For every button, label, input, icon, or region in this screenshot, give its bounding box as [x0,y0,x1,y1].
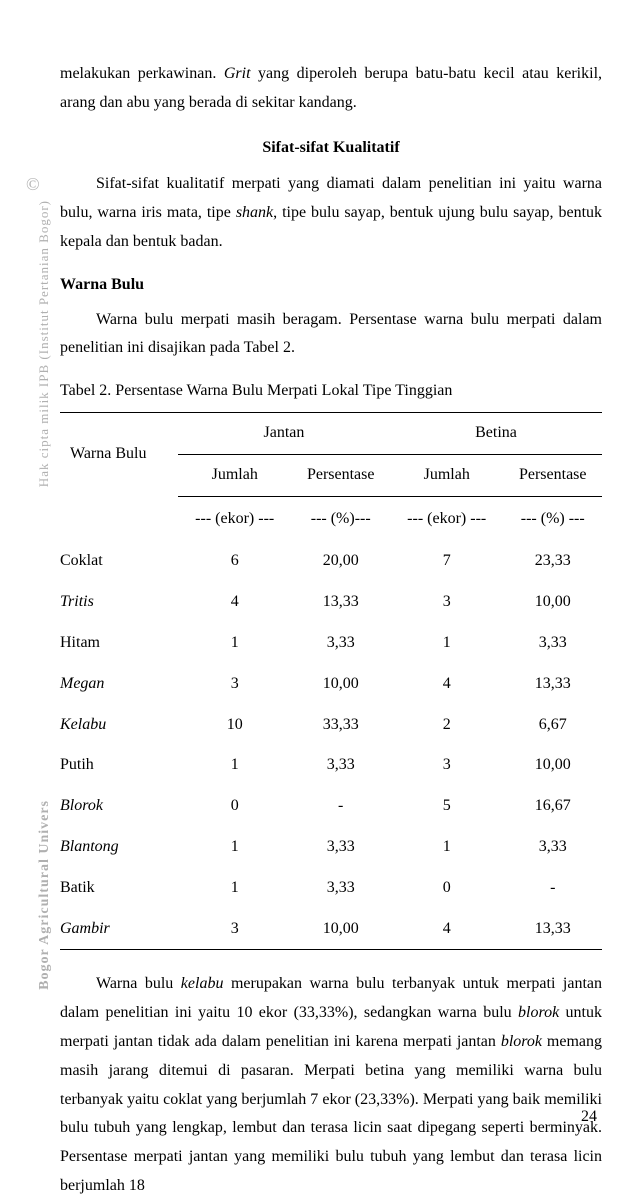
row-name: Hitam [60,623,178,664]
row-bn: 1 [390,827,504,868]
row-jn: 3 [178,909,292,950]
watermark-text-1: Hak cipta milik IPB (Institut Pertanian … [32,200,55,487]
row-jn: 10 [178,705,292,746]
row-jp: 3,33 [291,623,389,664]
row-jn: 1 [178,827,292,868]
p4-italic1: kelabu [181,975,224,992]
row-name: Megan [60,664,178,705]
row-bn: 3 [390,582,504,623]
row-bn: 5 [390,786,504,827]
table-row: Megan 3 10,00 4 13,33 [60,664,602,705]
row-jp: 33,33 [291,705,389,746]
col-betina-jumlah: Jumlah [390,454,504,496]
row-name: Batik [60,868,178,909]
row-jn: 4 [178,582,292,623]
data-table: Warna Bulu Jantan Betina Jumlah Persenta… [60,412,602,950]
row-jp: 3,33 [291,868,389,909]
row-name: Coklat [60,541,178,582]
row-bp: 23,33 [503,541,602,582]
paragraph-1: melakukan perkawinan. Grit yang diperole… [60,60,602,118]
p4-4: memang masih jarang ditemui di pasaran. … [60,1033,602,1194]
row-bp: 3,33 [503,827,602,868]
p4-italic3: blorok [501,1033,542,1050]
row-jn: 1 [178,745,292,786]
row-bp: 10,00 [503,745,602,786]
section-title: Sifat-sifat Kualitatif [60,134,602,163]
table-row: Kelabu 10 33,33 2 6,67 [60,705,602,746]
table-row: Blorok 0 - 5 16,67 [60,786,602,827]
paragraph-3: Warna bulu merpati masih beragam. Persen… [60,306,602,364]
unit-betina-jumlah: --- (ekor) --- [390,496,504,541]
row-name: Blantong [60,827,178,868]
row-jp: - [291,786,389,827]
row-name: Putih [60,745,178,786]
row-jp: 20,00 [291,541,389,582]
p2-italic: shank [236,204,273,221]
table-row: Hitam 1 3,33 1 3,33 [60,623,602,664]
row-bn: 4 [390,664,504,705]
row-jp: 10,00 [291,664,389,705]
unit-jantan-jumlah: --- (ekor) --- [178,496,292,541]
row-bp: - [503,868,602,909]
row-bn: 3 [390,745,504,786]
col-jantan-persentase: Persentase [291,454,389,496]
row-bn: 7 [390,541,504,582]
row-bp: 13,33 [503,909,602,950]
row-bp: 10,00 [503,582,602,623]
table-row: Coklat 6 20,00 7 23,33 [60,541,602,582]
row-bp: 6,67 [503,705,602,746]
row-jn: 0 [178,786,292,827]
row-bn: 4 [390,909,504,950]
p1-italic: Grit [224,65,251,82]
row-bp: 16,67 [503,786,602,827]
paragraph-2: Sifat-sifat kualitatif merpati yang diam… [60,170,602,256]
row-jn: 1 [178,623,292,664]
row-bp: 3,33 [503,623,602,664]
col-jantan: Jantan [178,412,390,454]
p4-1: Warna bulu [96,975,181,992]
row-bp: 13,33 [503,664,602,705]
row-jn: 3 [178,664,292,705]
p4-italic2: blorok [518,1004,559,1021]
table-row: Blantong 1 3,33 1 3,33 [60,827,602,868]
row-bn: 0 [390,868,504,909]
row-name: Kelabu [60,705,178,746]
row-bn: 1 [390,623,504,664]
row-name: Tritis [60,582,178,623]
row-jp: 10,00 [291,909,389,950]
row-jp: 3,33 [291,745,389,786]
col-betina: Betina [390,412,602,454]
row-jp: 13,33 [291,582,389,623]
table-header-row-1: Warna Bulu Jantan Betina [60,412,602,454]
row-name: Blorok [60,786,178,827]
unit-betina-persentase: --- (%) --- [503,496,602,541]
page-number: 24 [581,1103,597,1132]
table-row: Tritis 4 13,33 3 10,00 [60,582,602,623]
table-row: Putih 1 3,33 3 10,00 [60,745,602,786]
table-unit-row: --- (ekor) --- --- (%)--- --- (ekor) ---… [60,496,602,541]
copyright-symbol: © [26,168,40,200]
table-caption: Tabel 2. Persentase Warna Bulu Merpati L… [60,377,602,406]
col-warna-bulu: Warna Bulu [60,412,178,496]
row-jn: 6 [178,541,292,582]
watermark-text-2: Bogor Agricultural Univers [32,800,57,990]
table-row: Batik 1 3,33 0 - [60,868,602,909]
row-name: Gambir [60,909,178,950]
row-bn: 2 [390,705,504,746]
row-jp: 3,33 [291,827,389,868]
col-jantan-jumlah: Jumlah [178,454,292,496]
p1-pre: melakukan perkawinan. [60,65,224,82]
paragraph-4: Warna bulu kelabu merupakan warna bulu t… [60,970,602,1200]
subsection-title: Warna Bulu [60,271,602,300]
unit-jantan-persentase: --- (%)--- [291,496,389,541]
table-row: Gambir 3 10,00 4 13,33 [60,909,602,950]
row-jn: 1 [178,868,292,909]
col-betina-persentase: Persentase [503,454,602,496]
